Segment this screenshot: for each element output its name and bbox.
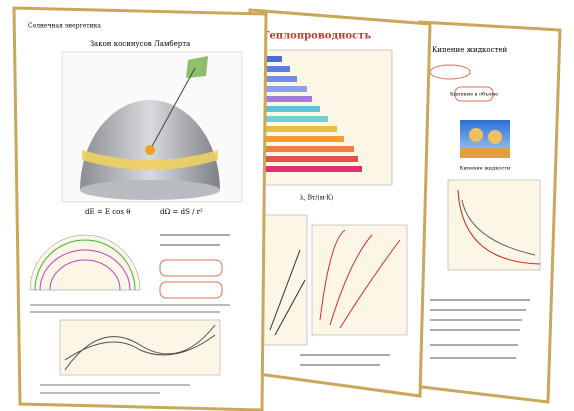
graph-box — [447, 179, 541, 271]
bar — [262, 156, 358, 162]
yellow-band — [82, 150, 218, 170]
tag-text: Кипение в объеме — [450, 91, 498, 98]
graph-curve — [461, 199, 536, 256]
poster-title: Кипение жидкостей — [432, 46, 508, 54]
bar — [262, 66, 290, 72]
formula: dΩ = dS / r² — [160, 208, 203, 216]
bubble — [488, 130, 502, 144]
surface-patch — [186, 56, 208, 78]
poster-middle: Теплопроводность λ, Вт/(м·К) — [242, 8, 432, 398]
text-lines — [30, 304, 230, 313]
wave-curves — [64, 324, 216, 371]
dome-base — [80, 180, 220, 200]
formula-box — [159, 281, 223, 299]
bar — [262, 56, 282, 62]
bar — [262, 106, 320, 112]
poster-right: Кипение жидкостей Кипение в объеме Кипен… — [412, 20, 562, 404]
graph-curve — [457, 189, 541, 265]
bubble — [469, 128, 483, 142]
formula-box — [159, 259, 223, 277]
bar — [262, 76, 297, 82]
tag-box — [454, 86, 494, 102]
bars — [262, 56, 362, 172]
bar — [262, 136, 344, 142]
bar — [262, 146, 354, 152]
text-lines — [40, 384, 190, 394]
ray — [149, 67, 196, 151]
bar — [262, 96, 312, 102]
photo-base — [460, 148, 510, 158]
bar — [262, 166, 362, 172]
graph-curves — [269, 249, 306, 336]
poster-title: Солнечная энергетика — [28, 23, 101, 30]
source-point — [145, 145, 155, 155]
polar-diagram — [29, 234, 141, 291]
text-lines — [430, 299, 530, 359]
text-lines — [160, 234, 230, 246]
poster-title: Теплопроводность — [262, 31, 371, 42]
text-lines — [300, 354, 390, 366]
graph-box — [311, 224, 408, 336]
poster-front: Солнечная энергетика Закон косинусов Лам… — [12, 6, 268, 411]
heading: Закон косинусов Ламберта — [90, 40, 191, 48]
bar — [262, 86, 307, 92]
wave-chart — [59, 319, 221, 376]
polar-curves — [39, 249, 131, 291]
polar-curves — [34, 239, 136, 291]
formula: dE = E cos θ — [85, 208, 130, 216]
graph-curves — [319, 229, 401, 329]
bar — [262, 126, 337, 132]
axis-label: λ, Вт/(м·К) — [300, 195, 333, 202]
bar — [262, 116, 328, 122]
graph-box — [261, 214, 308, 346]
caption: Кипение жидкости — [460, 166, 511, 172]
